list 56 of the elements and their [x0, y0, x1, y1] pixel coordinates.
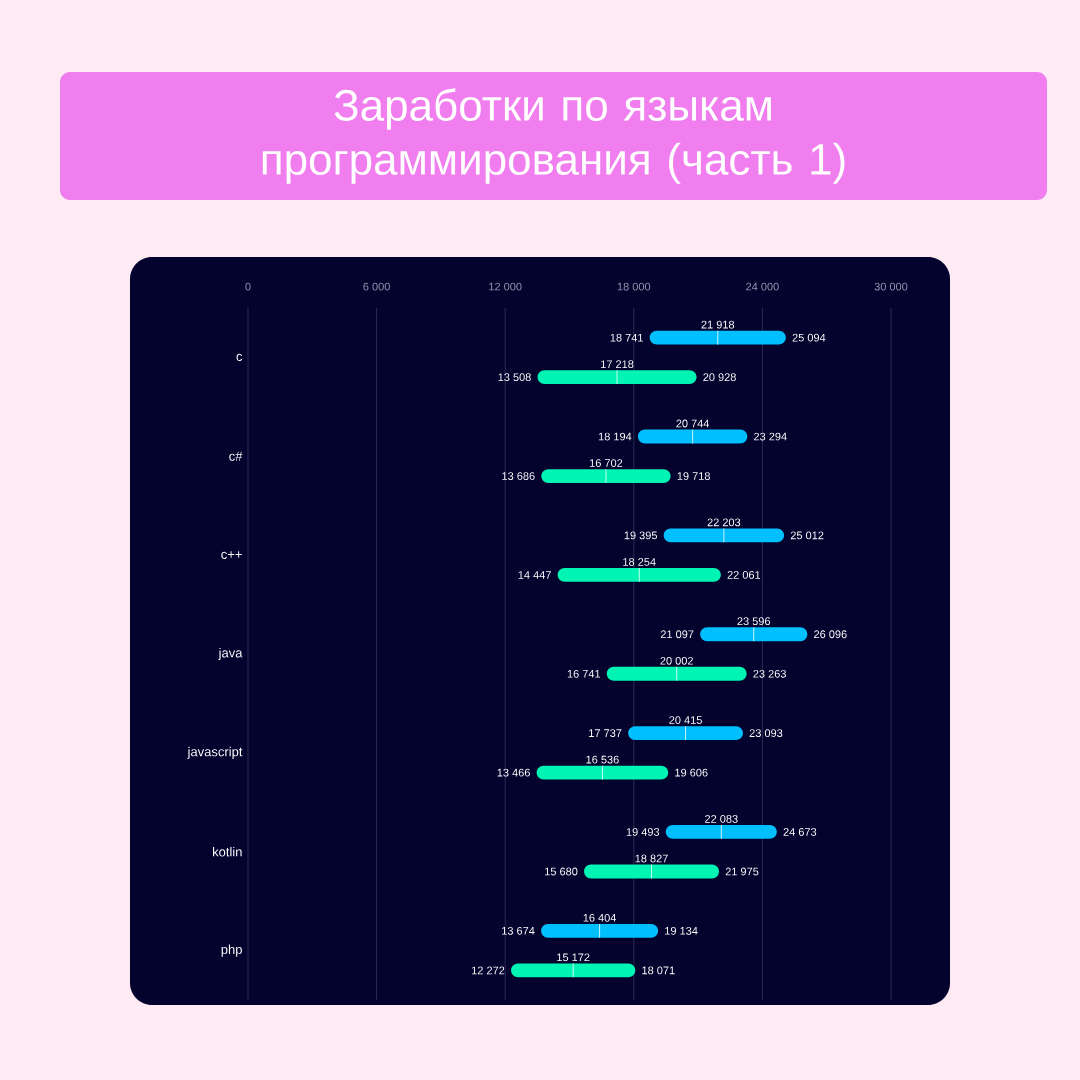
- annotation: 21 918: [701, 320, 735, 329]
- annotation: 18 194: [598, 432, 632, 441]
- annotation: 12 272: [472, 966, 505, 975]
- annotation: 13 686: [502, 472, 535, 480]
- annotation: 19 134: [665, 926, 698, 935]
- annotation: 13 508: [498, 373, 531, 382]
- annotation: 18 741: [610, 333, 643, 342]
- annotation: 23 093: [749, 729, 783, 737]
- x-tick-label: 30 000: [874, 282, 908, 291]
- annotation: 22 083: [705, 815, 738, 823]
- annotation: 23 596: [737, 617, 771, 626]
- annotation: 19 493: [626, 828, 660, 836]
- y-tick-label: kotlin: [213, 846, 242, 857]
- annotation: 19 395: [624, 531, 658, 540]
- x-tick-label: 0: [245, 282, 251, 291]
- annotation: 19 606: [675, 768, 708, 777]
- annotation: 16 702: [589, 459, 623, 467]
- annotation: 20 415: [669, 716, 702, 724]
- annotation: 22 203: [707, 518, 741, 527]
- annotation: 25 094: [792, 333, 826, 342]
- annotation: 26 096: [814, 630, 847, 639]
- annotation: 16 741: [567, 669, 601, 678]
- y-tick-label: javascript: [187, 746, 243, 759]
- annotation: 13 466: [497, 768, 530, 777]
- annotation: 20 002: [660, 656, 693, 665]
- annotation: 18 071: [642, 966, 675, 975]
- annotation: 17 218: [601, 360, 634, 369]
- annotation: 14 447: [518, 571, 551, 579]
- annotation: 23 263: [753, 669, 786, 678]
- annotation: 16 536: [586, 755, 619, 764]
- annotation: 22 061: [727, 571, 761, 579]
- y-tick-label: php: [221, 944, 242, 957]
- annotation: 15 680: [545, 867, 578, 876]
- annotation: 17 737: [589, 729, 622, 737]
- annotation: 18 827: [635, 854, 668, 863]
- annotation: 19 718: [677, 472, 710, 480]
- annotation: 25 012: [790, 531, 824, 540]
- annotation: 18 254: [623, 558, 656, 566]
- annotation: 23 294: [754, 432, 787, 441]
- x-tick-label: 18 000: [617, 282, 651, 291]
- annotation: 20 744: [676, 419, 710, 428]
- annotation: 21 975: [725, 867, 759, 876]
- y-tick-label: java: [218, 647, 243, 661]
- annotation: 13 674: [502, 926, 535, 935]
- annotation: 21 097: [660, 630, 694, 639]
- chart-title: Заработки по языкам программирования (часть 1): [262, 88, 845, 184]
- y-tick-label: c++: [221, 551, 242, 559]
- y-tick-label: c: [236, 353, 243, 361]
- x-tick-label: 6 000: [363, 282, 390, 291]
- annotation: 16 404: [583, 913, 617, 922]
- annotation: 15 172: [557, 953, 590, 962]
- annotation: 24 673: [783, 828, 817, 836]
- y-tick-label: c#: [229, 451, 243, 461]
- annotation: 20 928: [703, 373, 736, 382]
- x-tick-label: 24 000: [746, 282, 779, 291]
- x-tick-label: 12 000: [489, 282, 522, 291]
